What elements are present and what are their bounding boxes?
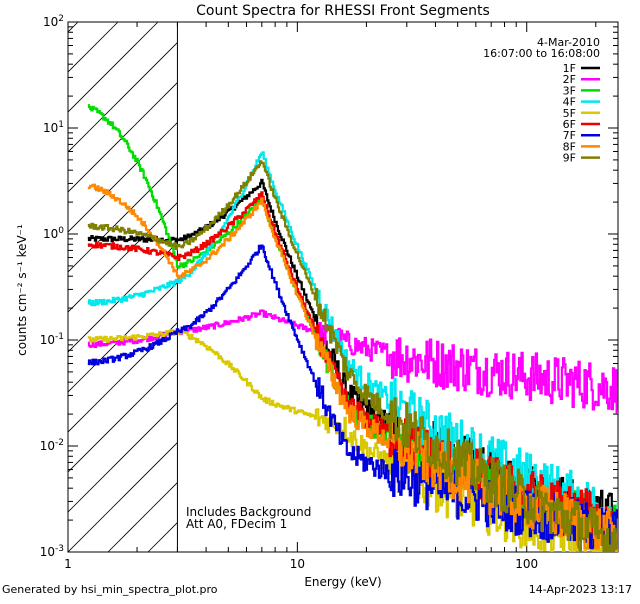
- legend-date: 4-Mar-2010: [537, 36, 600, 49]
- hatch-line: [68, 442, 178, 552]
- axis-ticks: [67, 21, 618, 553]
- hatch-line: [68, 122, 178, 233]
- series-line-8F: [87, 183, 618, 552]
- hatch-line: [68, 42, 178, 153]
- x-axis-label: Energy (keV): [304, 575, 381, 589]
- hatch-line: [68, 362, 178, 473]
- footer-generated-by: Generated by hsi_min_spectra_plot.pro: [2, 583, 218, 596]
- y-tick-label: 100: [43, 226, 64, 241]
- legend-label-2F: 2F: [563, 73, 576, 86]
- y-tick-label: 101: [43, 120, 64, 135]
- y-tick-label: 10-1: [40, 332, 64, 347]
- footer-timestamp: 14-Apr-2023 13:17: [528, 583, 632, 596]
- plot-frame: [67, 21, 619, 553]
- x-tick-labels: 1 10 100: [64, 557, 538, 571]
- annotation-background: Includes Background: [186, 505, 311, 519]
- legend-label-8F: 8F: [563, 140, 576, 153]
- series-line-9F: [87, 160, 618, 552]
- series-lines: [87, 104, 618, 552]
- series-line-7F: [87, 244, 618, 550]
- hatch-line: [68, 22, 79, 33]
- legend-label-3F: 3F: [563, 84, 576, 97]
- legend-label-4F: 4F: [563, 96, 576, 109]
- y-tick-label: 102: [43, 14, 64, 29]
- x-tick-label: 10: [290, 557, 305, 571]
- legend-label-5F: 5F: [563, 107, 576, 120]
- hatch-line: [68, 82, 178, 193]
- legend-label-9F: 9F: [563, 152, 576, 165]
- legend-time-range: 16:07:00 to 16:08:00: [483, 47, 600, 60]
- hatched-region: [68, 22, 640, 552]
- legend-label-7F: 7F: [563, 129, 576, 142]
- hatch-line: [68, 22, 159, 113]
- hatch-line: [68, 242, 178, 353]
- chart-title: Count Spectra for RHESSI Front Segments: [196, 3, 490, 19]
- y-axis-label: counts cm⁻² s⁻¹ keV⁻¹: [15, 224, 29, 356]
- series-line-4F: [87, 151, 618, 539]
- hatch-line: [68, 282, 178, 393]
- y-tick-label: 10-3: [40, 544, 64, 559]
- x-tick-label: 100: [515, 557, 538, 571]
- y-tick-label: 10-2: [40, 438, 64, 453]
- hatch-line: [68, 402, 178, 513]
- y-tick-labels: 10-3 10-2 10-1 100 101 102: [40, 14, 65, 559]
- x-tick-label: 1: [64, 557, 72, 571]
- hatch-line: [68, 202, 178, 313]
- hatch-line: [628, 22, 640, 552]
- annotation-attenuator: Att A0, FDecim 1: [186, 517, 287, 531]
- legend-label-1F: 1F: [563, 62, 576, 75]
- legend-label-6F: 6F: [563, 118, 576, 131]
